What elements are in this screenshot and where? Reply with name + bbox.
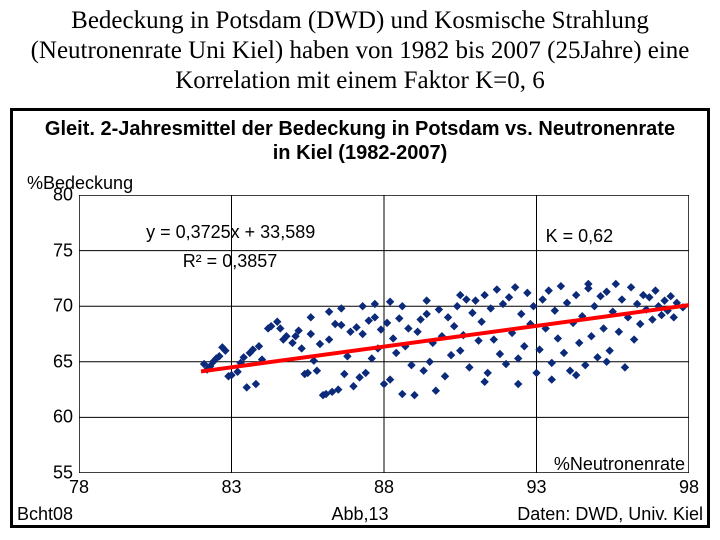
chart-title: Gleit. 2-Jahresmittel der Bedeckung in P… <box>13 111 707 167</box>
y-tick-label: 65 <box>53 351 73 372</box>
credit-left: Bcht08 <box>17 504 73 525</box>
x-tick-label: 78 <box>69 477 89 498</box>
x-axis-label: %Neutronenrate <box>554 454 685 475</box>
y-tick-label: 80 <box>53 185 73 206</box>
chart-container: Gleit. 2-Jahresmittel der Bedeckung in P… <box>10 108 710 528</box>
regression-equation: y = 0,3725x + 33,589 <box>146 222 315 243</box>
k-value-label: K = 0,62 <box>546 226 614 247</box>
x-tick-label: 93 <box>526 477 546 498</box>
y-tick-label: 70 <box>53 296 73 317</box>
y-tick-label: 60 <box>53 407 73 428</box>
plot-area: y = 0,3725x + 33,589 R² = 0,3857 K = 0,6… <box>79 195 689 473</box>
x-tick-label: 83 <box>221 477 241 498</box>
y-axis-label: %Bedeckung <box>27 173 133 194</box>
x-tick-label: 88 <box>374 477 394 498</box>
y-tick-label: 75 <box>53 240 73 261</box>
credit-right: Daten: DWD, Univ. Kiel <box>517 504 703 525</box>
credit-center: Abb,13 <box>331 504 388 525</box>
x-tick-label: 98 <box>679 477 699 498</box>
r-squared-label: R² = 0,3857 <box>183 251 278 272</box>
figure-caption: Bedeckung in Potsdam (DWD) und Kosmische… <box>0 0 720 100</box>
